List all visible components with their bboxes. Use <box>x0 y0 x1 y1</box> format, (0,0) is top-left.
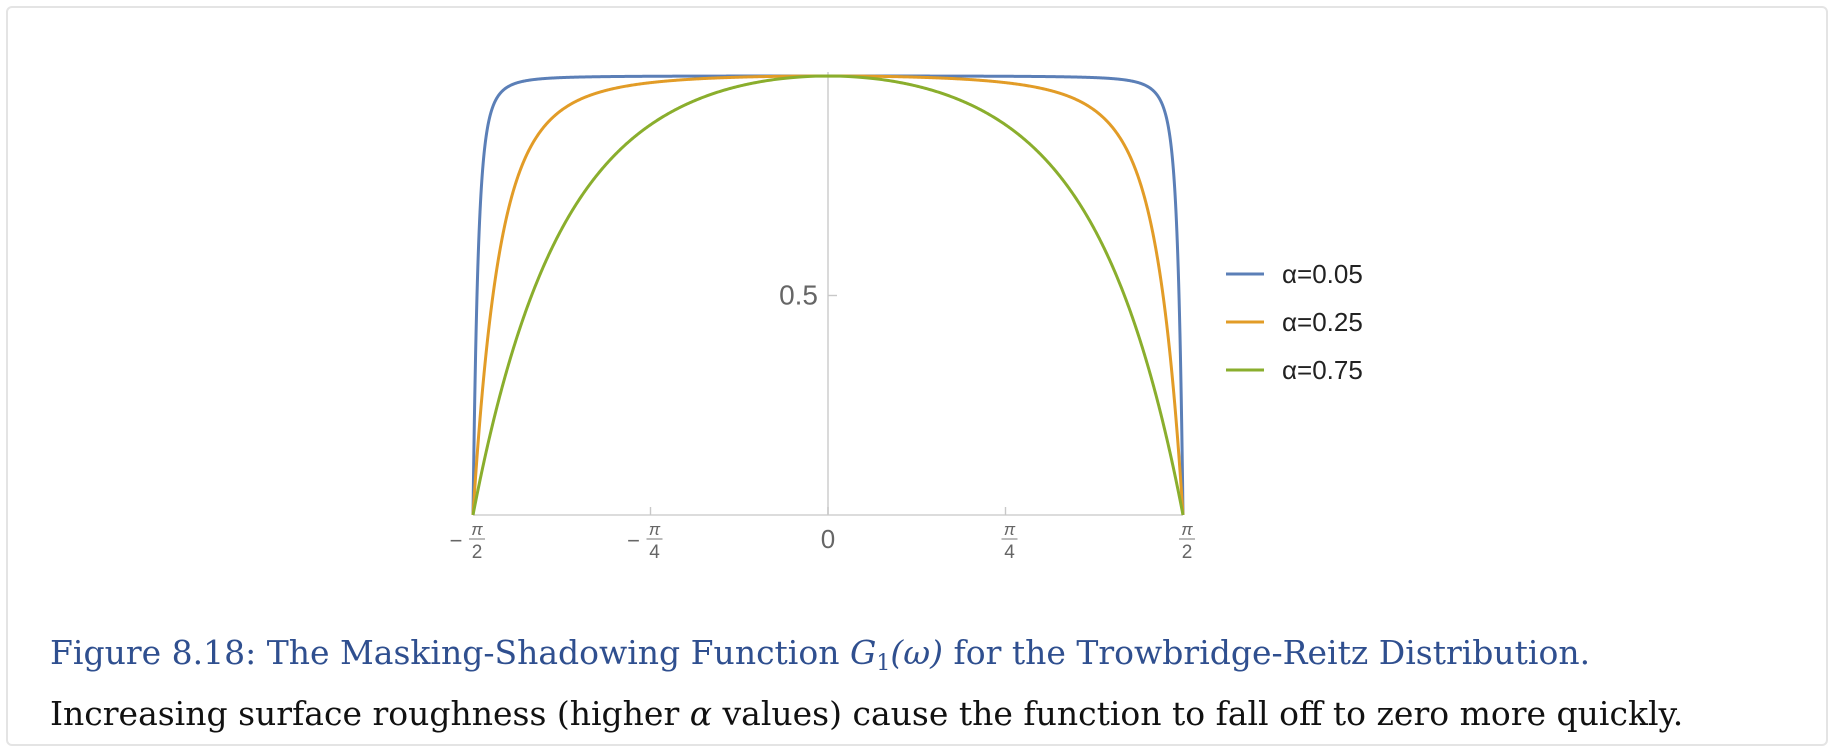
x-tick-denominator: 4 <box>649 542 660 563</box>
legend: α=0.05 α=0.25 α=0.75 <box>1226 259 1363 385</box>
x-tick-numerator: π <box>1004 520 1016 539</box>
x-tick-sign: − <box>450 528 463 553</box>
series-line-3 <box>471 74 1185 516</box>
x-tick-label: 0 <box>821 524 835 554</box>
axes <box>473 72 1183 516</box>
caption-title: Figure 8.18: The Masking-Shadowing Funct… <box>50 628 1810 689</box>
figure-frame <box>6 6 1828 746</box>
y-tick-label: 0.5 <box>779 280 818 311</box>
legend-label-2: α=0.25 <box>1282 307 1363 337</box>
math-g: G <box>849 633 877 672</box>
math-sub: 1 <box>876 651 891 676</box>
caption-title-text: Figure 8.18: The Masking-Shadowing Funct… <box>50 633 850 672</box>
x-tick-denominator: 4 <box>1004 542 1015 563</box>
figure-caption: Figure 8.18: The Masking-Shadowing Funct… <box>50 628 1810 739</box>
x-tick-sign: − <box>627 528 640 553</box>
caption-body-text: Increasing surface roughness (higher <box>50 694 690 733</box>
series-lines <box>471 74 1185 516</box>
legend-label-3: α=0.75 <box>1282 355 1363 385</box>
caption-title-end: for the Trowbridge-Reitz Distribution. <box>943 633 1591 672</box>
x-tick-numerator: π <box>471 520 483 539</box>
legend-label-1: α=0.05 <box>1282 259 1363 289</box>
x-tick-numerator: π <box>649 520 661 539</box>
caption-math-g1: G1(ω) <box>849 633 944 676</box>
math-arg: (ω) <box>890 633 944 672</box>
caption-body-end: values) cause the function to fall off t… <box>712 694 1684 733</box>
caption-math-alpha: α <box>689 694 713 733</box>
x-tick-numerator: π <box>1181 520 1193 539</box>
x-tick-denominator: 2 <box>1182 542 1193 563</box>
caption-body: Increasing surface roughness (higher α v… <box>50 689 1810 739</box>
x-tick-denominator: 2 <box>472 542 483 563</box>
